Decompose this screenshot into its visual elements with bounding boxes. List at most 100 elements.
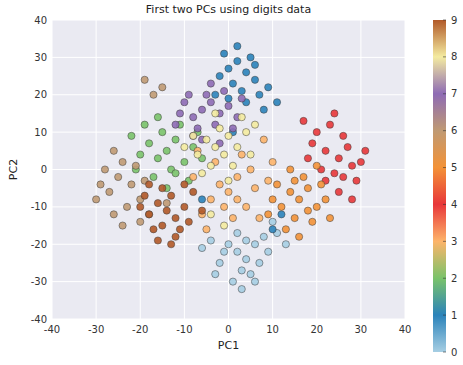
point — [309, 218, 316, 225]
point — [198, 106, 205, 113]
point — [194, 125, 201, 132]
point — [260, 106, 267, 113]
point — [128, 181, 135, 188]
colorbar-tick — [443, 130, 446, 131]
x-tick-label: 40 — [399, 324, 412, 335]
point — [154, 155, 161, 162]
point — [207, 99, 214, 106]
colorbar-tick-label: 1 — [451, 310, 457, 321]
point — [110, 147, 117, 154]
point — [265, 211, 272, 218]
colorbar-tick-label: 7 — [451, 88, 457, 99]
point — [106, 188, 113, 195]
colorbar-tick-label: 5 — [451, 162, 457, 173]
point — [331, 170, 338, 177]
colorbar-tick — [443, 20, 446, 21]
point — [137, 203, 144, 210]
point — [269, 226, 276, 233]
points — [93, 43, 369, 293]
point — [234, 58, 241, 65]
point — [150, 91, 157, 98]
point — [269, 218, 276, 225]
point — [93, 196, 100, 203]
colorbar-tick — [443, 167, 446, 168]
point — [168, 192, 175, 199]
point — [300, 173, 307, 180]
point — [172, 214, 179, 221]
point — [216, 259, 223, 266]
point — [348, 162, 355, 169]
point — [132, 162, 139, 169]
point — [181, 158, 188, 165]
point — [123, 203, 130, 210]
point — [172, 136, 179, 143]
point — [265, 84, 272, 91]
point — [141, 121, 148, 128]
point — [234, 229, 241, 236]
point — [220, 248, 227, 255]
point — [313, 129, 320, 136]
point — [247, 271, 254, 278]
point — [159, 222, 166, 229]
point — [163, 147, 170, 154]
x-axis-label: PC1 — [218, 339, 239, 352]
point — [362, 147, 369, 154]
point — [287, 166, 294, 173]
point — [238, 114, 245, 121]
point — [115, 173, 122, 180]
point — [172, 170, 179, 177]
point — [225, 188, 232, 195]
point — [163, 207, 170, 214]
point — [251, 278, 258, 285]
y-tick-label: 20 — [34, 89, 47, 100]
point — [198, 196, 205, 203]
point — [309, 140, 316, 147]
colorbar-tick — [443, 352, 446, 353]
y-grid-line — [52, 281, 405, 282]
y-tick-label: 10 — [34, 127, 47, 138]
point — [220, 203, 227, 210]
point — [141, 192, 148, 199]
point — [137, 151, 144, 158]
point — [247, 151, 254, 158]
point — [181, 143, 188, 150]
point — [296, 196, 303, 203]
point — [97, 181, 104, 188]
point — [198, 207, 205, 214]
point — [225, 95, 232, 102]
point — [243, 129, 250, 136]
colorbar-tick-label: 8 — [451, 51, 457, 62]
point — [291, 177, 298, 184]
point — [172, 233, 179, 240]
point — [247, 166, 254, 173]
colorbar-tick-label: 6 — [451, 125, 457, 136]
point — [225, 132, 232, 139]
point — [220, 151, 227, 158]
point — [273, 181, 280, 188]
point — [159, 129, 166, 136]
colorbar — [433, 20, 446, 352]
point — [110, 211, 117, 218]
point — [269, 158, 276, 165]
point — [243, 237, 250, 244]
x-tick-label: -20 — [132, 324, 148, 335]
y-tick-label: -30 — [31, 276, 47, 287]
point — [322, 147, 329, 154]
point — [238, 87, 245, 94]
point — [154, 114, 161, 121]
point — [340, 132, 347, 139]
point — [278, 203, 285, 210]
point — [194, 151, 201, 158]
y-tick-label: -10 — [31, 201, 47, 212]
point — [220, 50, 227, 57]
point — [212, 91, 219, 98]
point — [176, 110, 183, 117]
point — [145, 140, 152, 147]
point — [251, 76, 258, 83]
colorbar-tick — [443, 278, 446, 279]
y-grid-line — [52, 206, 405, 207]
point — [163, 200, 170, 207]
colorbar-tick — [443, 315, 446, 316]
point — [287, 188, 294, 195]
point — [190, 173, 197, 180]
